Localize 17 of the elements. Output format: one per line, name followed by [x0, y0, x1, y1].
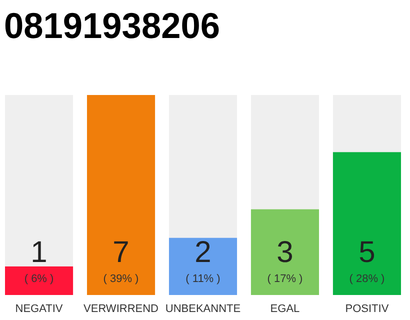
x-tick-label: UNBEKANNTE [165, 303, 241, 315]
data-label: 3 [276, 236, 294, 269]
data-label: 1 [30, 236, 48, 269]
data-label: 2 [194, 236, 212, 269]
data-label: 7 [112, 236, 130, 269]
annotation: ( 6% ) [24, 273, 54, 285]
annotation: ( 17% ) [267, 273, 303, 285]
bar [5, 266, 74, 295]
data-label: 5 [358, 236, 376, 269]
chart-title: 08191938206 [4, 5, 224, 46]
x-tick-label: POSITIV [345, 303, 390, 315]
annotation: ( 11% ) [186, 273, 220, 285]
x-tick-label: NEGATIV [15, 303, 64, 315]
x-tick-label: EGAL [270, 303, 300, 315]
annotation: ( 39% ) [103, 273, 139, 285]
x-tick-label: VERWIRREND [84, 303, 159, 315]
annotation: ( 28% ) [349, 273, 385, 285]
